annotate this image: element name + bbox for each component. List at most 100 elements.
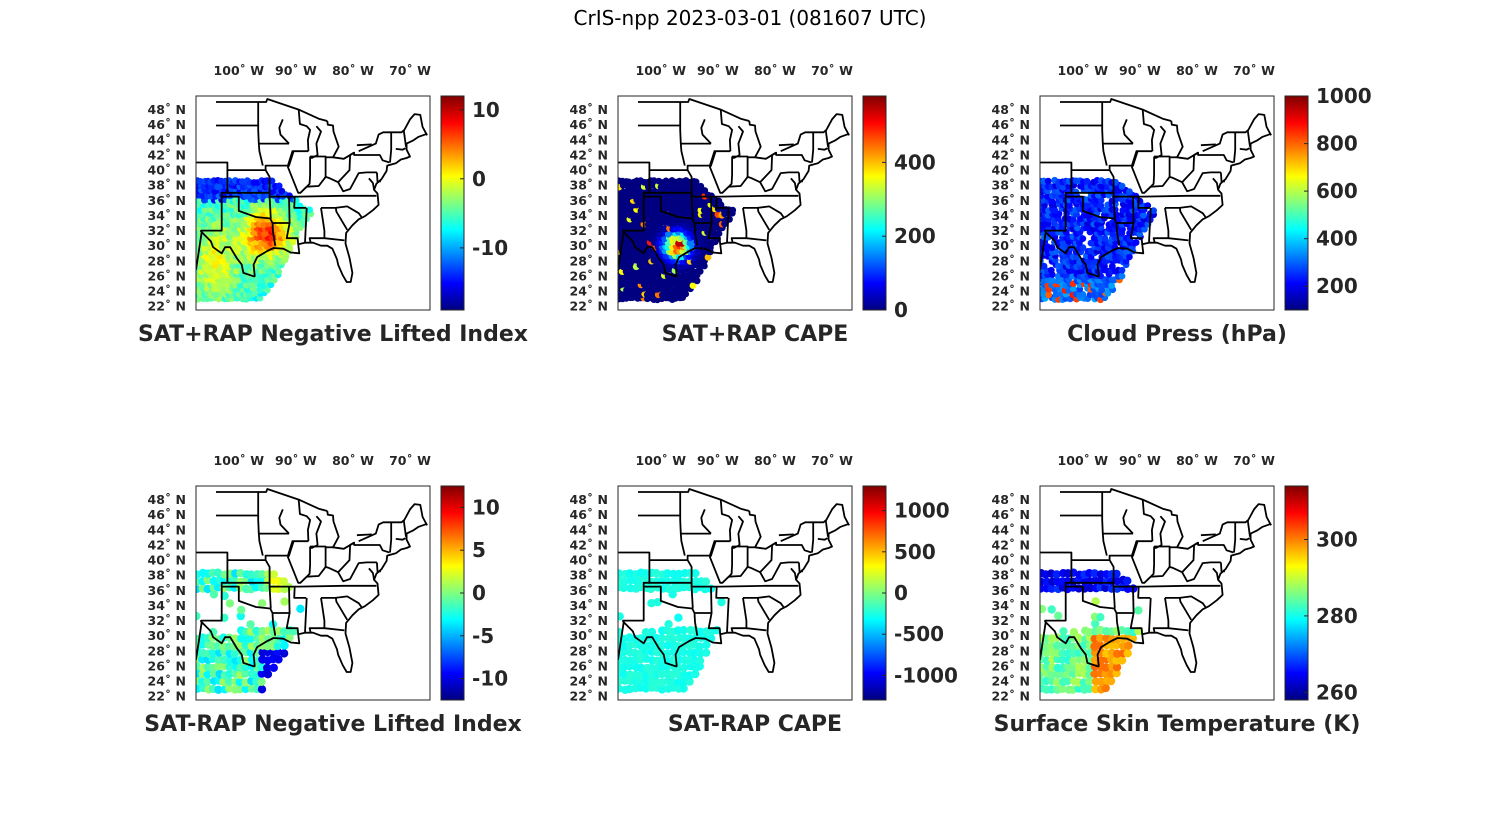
data-point (235, 290, 243, 298)
latitude-tick-label: 26˚ N (992, 269, 1030, 284)
longitude-tick-label: 70˚ W (1233, 63, 1275, 78)
border-line (686, 169, 693, 193)
panel-surface-skin-temperature: 100˚ W 90˚ W 80˚ W 70˚ W 48˚ N 46˚ N 44˚ N 42˚ … (944, 445, 1364, 745)
data-point (1106, 676, 1116, 686)
data-point (237, 605, 246, 615)
colorbar (862, 95, 887, 311)
border-line (268, 586, 272, 609)
colorbar-tick-label: 10 (472, 98, 500, 122)
border-line (1170, 510, 1199, 550)
latitude-tick-label: 42˚ N (570, 148, 608, 163)
data-point (224, 677, 234, 686)
data-point (236, 611, 245, 621)
data-point (674, 613, 683, 622)
border-line (674, 522, 850, 673)
data-point (663, 649, 672, 658)
border-line (334, 207, 348, 231)
latitude-tick-label: 40˚ N (148, 163, 186, 178)
data-point (685, 677, 694, 686)
longitude-tick-label: 90˚ W (697, 453, 739, 468)
data-point (1118, 272, 1126, 280)
colorbar-tick-label: 5 (472, 538, 486, 562)
latitude-tick-label: 30˚ N (992, 238, 1030, 253)
border-line (709, 540, 733, 584)
colorbar (1284, 485, 1309, 701)
border-line (643, 195, 699, 246)
border-line (376, 172, 381, 183)
state-borders (196, 488, 428, 673)
border-line (1178, 597, 1192, 621)
colorbar-tick-label: 0 (894, 298, 908, 322)
border-line (690, 586, 694, 609)
panel-title: Cloud Press (hPa) (1067, 322, 1287, 347)
state-borders (1040, 488, 1272, 673)
border-line (356, 533, 372, 537)
border-line (402, 519, 407, 537)
latitude-tick-label: 38˚ N (992, 568, 1030, 583)
border-line (293, 586, 307, 599)
data-point (225, 669, 234, 679)
data-layer (618, 177, 737, 304)
border-line (252, 522, 428, 673)
data-point (278, 187, 286, 195)
data-layer (196, 177, 315, 303)
data-point (1118, 182, 1126, 190)
data-point (1058, 649, 1067, 658)
latitude-tick-label: 24˚ N (992, 674, 1030, 689)
border-line (227, 540, 309, 561)
data-point (285, 633, 294, 642)
border-line (1246, 129, 1251, 147)
border-line (297, 109, 311, 152)
data-point (697, 182, 705, 190)
data-point (636, 582, 645, 592)
data-point (209, 590, 219, 599)
border-line (337, 561, 377, 583)
border-line (297, 499, 311, 542)
latitude-tick-label: 40˚ N (992, 553, 1030, 568)
colorbar-tick-label: -5 (472, 624, 494, 648)
border-line (1096, 522, 1272, 673)
data-point (693, 277, 701, 285)
data-point (1119, 226, 1126, 233)
data-point (653, 598, 662, 607)
data-point (619, 583, 628, 593)
latitude-tick-label: 24˚ N (992, 284, 1030, 299)
data-point (196, 611, 201, 621)
data-point (668, 635, 677, 644)
border-line (196, 161, 229, 233)
colorbar-tick-label: 1000 (894, 499, 950, 523)
border-line (1181, 171, 1221, 193)
latitude-tick-label: 46˚ N (148, 117, 186, 132)
border-line (1153, 515, 1166, 549)
data-point (1085, 684, 1094, 694)
latitude-tick-label: 44˚ N (148, 132, 186, 147)
latitude-tick-label: 42˚ N (992, 538, 1030, 553)
latitude-tick-label: 30˚ N (148, 238, 186, 253)
data-point (257, 685, 267, 694)
state-borders (618, 488, 850, 673)
data-point (1069, 216, 1077, 223)
border-line (1108, 559, 1115, 583)
latitude-tick-label: 46˚ N (570, 507, 608, 522)
border-line (1200, 533, 1216, 537)
data-point (257, 669, 266, 678)
colorbar-tick-label: 400 (1316, 227, 1358, 251)
latitude-tick-label: 38˚ N (148, 568, 186, 583)
data-point (620, 577, 629, 586)
longitude-tick-label: 100˚ W (636, 63, 687, 78)
data-point (230, 649, 239, 658)
border-line (649, 540, 731, 561)
data-point (701, 648, 711, 657)
border-line (811, 522, 815, 553)
border-line (726, 207, 730, 243)
colorbar-tick-label: 800 (1316, 132, 1358, 156)
data-point (679, 626, 688, 635)
border-line (324, 237, 345, 242)
colorbar-tick-label: -10 (472, 236, 508, 260)
border-line (326, 120, 355, 160)
data-point (692, 178, 700, 186)
data-point (1047, 584, 1056, 593)
map-frame (195, 485, 431, 701)
border-line (326, 510, 355, 550)
latitude-tick-label: 46˚ N (992, 507, 1030, 522)
